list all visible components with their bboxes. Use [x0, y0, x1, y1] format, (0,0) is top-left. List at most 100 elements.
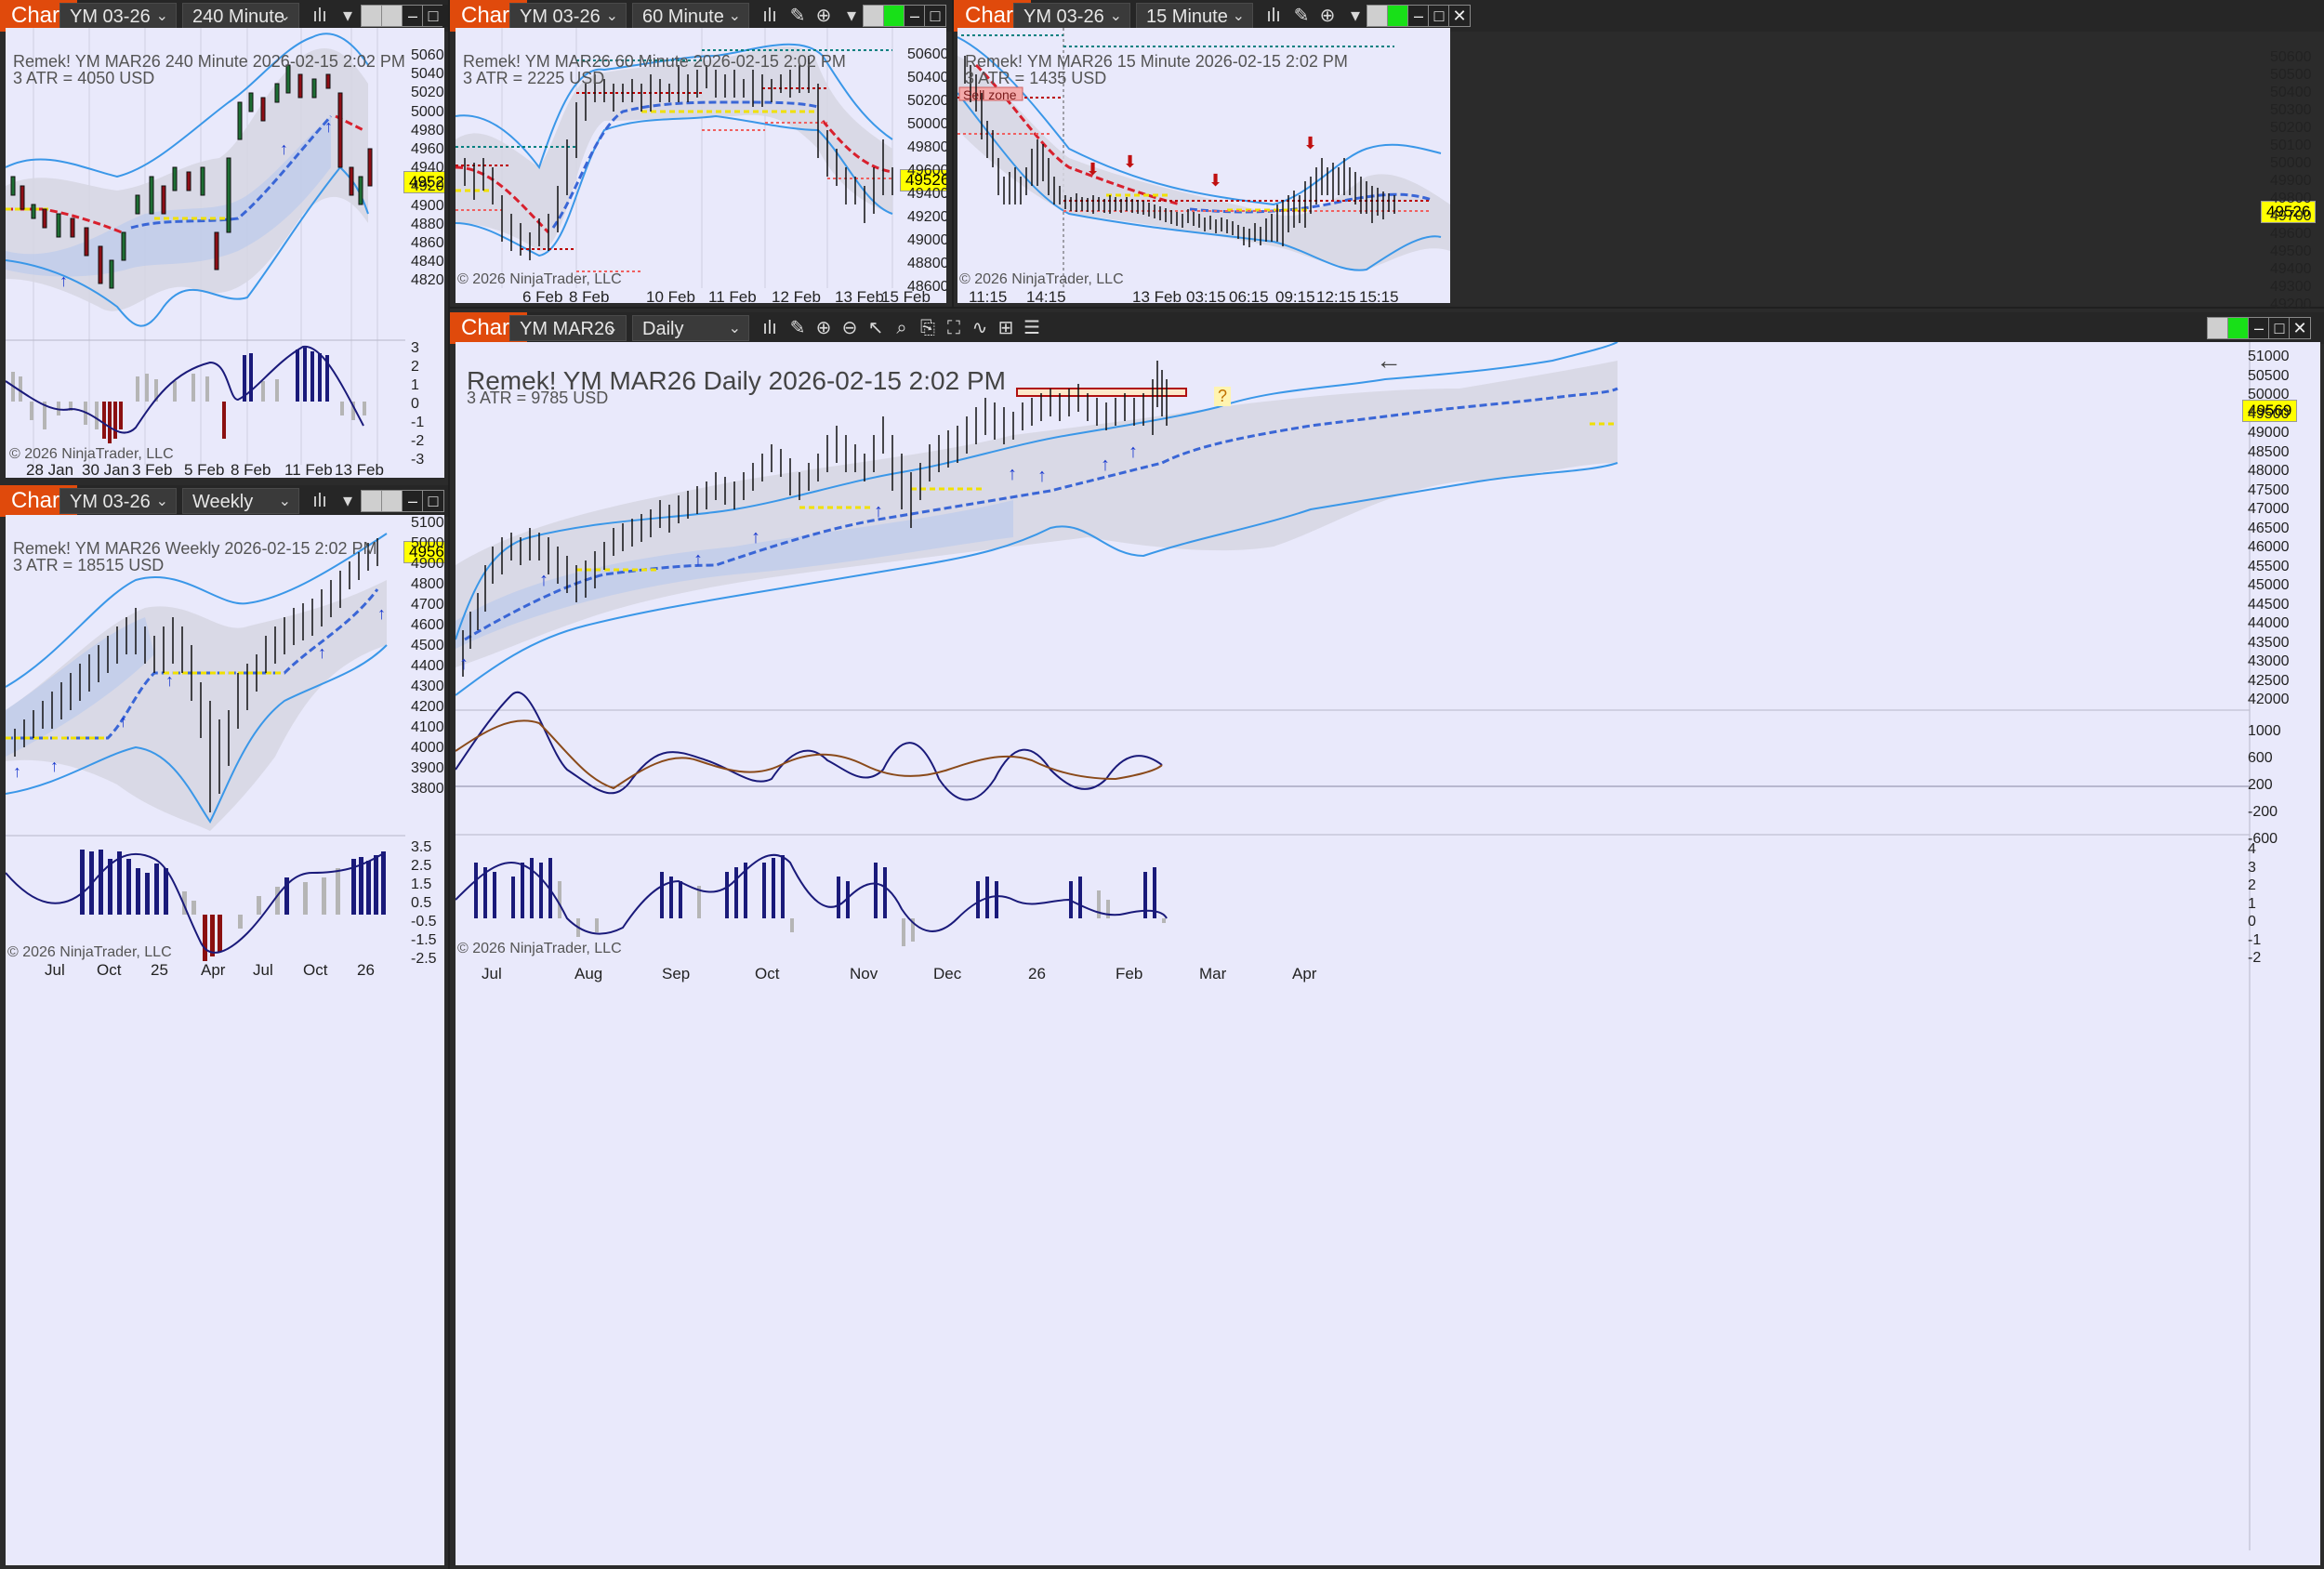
- axis-label: 46000: [2248, 539, 2290, 555]
- axis-label: 50200: [411, 85, 444, 101]
- indicators-icon[interactable]: ∿: [971, 318, 988, 338]
- svg-text:↑: ↑: [874, 501, 883, 521]
- oscillator-axis: 3 2 1 0 -1 -2 -3: [411, 339, 424, 469]
- axis-label: 1: [2248, 895, 2256, 912]
- zoom-out-icon[interactable]: ⊖: [841, 318, 858, 338]
- window-link-button[interactable]: [361, 490, 383, 512]
- maximize-button[interactable]: □: [422, 490, 444, 512]
- pencil-icon[interactable]: ✎: [1293, 6, 1310, 26]
- chart-panel[interactable]: ↑ ↑ ↑ ↑ ↑ ↑ Remek! YM MAR26 Weekly 2026-02-15…: [6, 515, 444, 1565]
- window-color-button[interactable]: [381, 5, 403, 27]
- close-button[interactable]: [442, 5, 448, 27]
- copyright: © 2026 NinjaTrader, LLC: [9, 446, 174, 462]
- instrument-select[interactable]: YM 03-26 ⌄: [1013, 3, 1130, 29]
- close-button[interactable]: ✕: [1448, 5, 1471, 27]
- time-axis-label: 6 Feb: [522, 288, 563, 303]
- atr-label: 3 ATR = 4050 USD: [13, 69, 155, 87]
- axis-label: 600: [2248, 750, 2273, 766]
- bar-style-icon[interactable]: ılı: [312, 491, 327, 511]
- window-color-button[interactable]: [1387, 5, 1409, 27]
- toolbar: Chart YM 03-26 ⌄ Weekly ⌄ ılı ▾ – □: [0, 485, 448, 517]
- window-link-button[interactable]: [1367, 5, 1389, 27]
- data-box-icon[interactable]: ⌕: [896, 318, 907, 338]
- minimize-button[interactable]: –: [402, 490, 424, 512]
- time-axis-label: 06:15: [1229, 288, 1269, 306]
- window-link-button[interactable]: [2207, 317, 2229, 339]
- window-color-button[interactable]: [883, 5, 905, 27]
- back-arrow-icon[interactable]: ←: [1376, 346, 1402, 375]
- time-axis-label: 26: [357, 961, 375, 979]
- menu-dropdown-icon[interactable]: ▾: [846, 6, 857, 26]
- minimize-button[interactable]: –: [904, 5, 926, 27]
- screenshot-icon[interactable]: ⛶: [947, 318, 960, 338]
- minimize-button[interactable]: –: [1407, 5, 1430, 27]
- time-axis-label: Oct: [303, 961, 328, 979]
- axis-label: 2: [2248, 877, 2256, 893]
- axis-label: 49700: [2270, 208, 2312, 224]
- pencil-icon[interactable]: ✎: [789, 318, 806, 338]
- svg-text:↑: ↑: [751, 527, 760, 547]
- zoom-icon[interactable]: ⊕: [815, 6, 832, 26]
- axis-label: 3: [2248, 859, 2256, 876]
- window-link-button[interactable]: [361, 5, 383, 27]
- minimize-button[interactable]: –: [402, 5, 424, 27]
- period-select[interactable]: Weekly ⌄: [182, 488, 299, 514]
- toolbar: Chart YM 03-26 ⌄ 15 Minute ⌄ ılı ✎ ⊕ ▾ – □…: [954, 0, 2324, 32]
- chart-panel[interactable]: ↑ ↑ ↑ Remek! YM MAR26 240 Minute 2026-02-1…: [6, 28, 444, 478]
- axis-label: 49200: [907, 209, 946, 225]
- axis-label: 40000: [411, 740, 444, 756]
- axis-label: 49800: [907, 139, 946, 155]
- window-link-button[interactable]: [863, 5, 885, 27]
- chart-header: Remek! YM MAR26 60 Minute 2026-02-15 2:0…: [463, 52, 846, 71]
- chart-panel[interactable]: ⬇ ⬇ ⬇ ⬇ Remek! YM MAR26 15 Minute 2026-02-1…: [957, 28, 1450, 303]
- instrument-select[interactable]: YM 03-26 ⌄: [509, 3, 627, 29]
- instrument-select[interactable]: YM MAR26 ⌄: [509, 315, 627, 341]
- axis-label: 50500: [2248, 367, 2290, 384]
- bar-style-icon[interactable]: ılı: [312, 6, 327, 26]
- properties-icon[interactable]: ⎘: [920, 318, 935, 338]
- window-color-button[interactable]: [381, 490, 403, 512]
- axis-label: 50400: [907, 70, 946, 86]
- maximize-button[interactable]: □: [924, 5, 946, 27]
- strategies-icon[interactable]: ⊞: [997, 318, 1014, 338]
- price-marker: 49526: [900, 169, 946, 191]
- zoom-icon[interactable]: ⊕: [1319, 6, 1336, 26]
- period-select[interactable]: Daily ⌄: [632, 315, 749, 341]
- zoom-in-icon[interactable]: ⊕: [815, 318, 832, 338]
- maximize-button[interactable]: □: [1428, 5, 1450, 27]
- svg-text:⬇: ⬇: [1123, 152, 1137, 171]
- menu-dropdown-icon[interactable]: ▾: [342, 6, 353, 26]
- copyright: © 2026 NinjaTrader, LLC: [7, 944, 172, 960]
- period-select[interactable]: 15 Minute ⌄: [1136, 3, 1253, 29]
- bar-style-icon[interactable]: ılı: [762, 318, 777, 338]
- chart-panel[interactable]: Remek! YM MAR26 60 Minute 2026-02-15 2:0…: [456, 28, 946, 303]
- menu-dropdown-icon[interactable]: ▾: [342, 491, 353, 511]
- maximize-button[interactable]: □: [422, 5, 444, 27]
- period-select[interactable]: 60 Minute ⌄: [632, 3, 749, 29]
- axis-label: 50000: [2248, 387, 2290, 402]
- close-button[interactable]: ✕: [2289, 317, 2311, 339]
- window-color-button[interactable]: [2227, 317, 2250, 339]
- instrument-select[interactable]: YM 03-26 ⌄: [59, 488, 177, 514]
- period-value: 60 Minute: [642, 7, 724, 27]
- axis-label: 50000: [2270, 155, 2312, 171]
- pointer-icon[interactable]: ↖: [867, 318, 884, 338]
- minimize-button[interactable]: –: [2248, 317, 2270, 339]
- period-value: 15 Minute: [1146, 7, 1228, 27]
- pencil-icon[interactable]: ✎: [789, 6, 806, 26]
- menu-dropdown-icon[interactable]: ▾: [1350, 6, 1361, 26]
- bar-style-icon[interactable]: ılı: [762, 6, 777, 26]
- maximize-button[interactable]: □: [2268, 317, 2291, 339]
- time-axis-label: 13 Feb: [835, 288, 884, 303]
- period-select[interactable]: 240 Minute ⌄: [182, 3, 299, 29]
- chart-window-15min: Chart YM 03-26 ⌄ 15 Minute ⌄ ılı ✎ ⊕ ▾ – □…: [954, 0, 2324, 330]
- axis-label: 51000: [411, 515, 444, 531]
- bar-style-icon[interactable]: ılı: [1266, 6, 1281, 26]
- axis-label: -2.5: [411, 951, 437, 967]
- instrument-select[interactable]: YM 03-26 ⌄: [59, 3, 177, 29]
- time-axis-label: Nov: [850, 965, 878, 982]
- list-icon[interactable]: ☰: [1023, 318, 1040, 338]
- chart-panel[interactable]: ↑ ↑ ↑ ↑ ↑ ↑ ↑ ↑ ↑ Remek! YM MAR26 Daily 2026-02-…: [456, 342, 2320, 1565]
- axis-label: 39000: [411, 760, 444, 776]
- time-axis-label: 15 Feb: [881, 288, 931, 303]
